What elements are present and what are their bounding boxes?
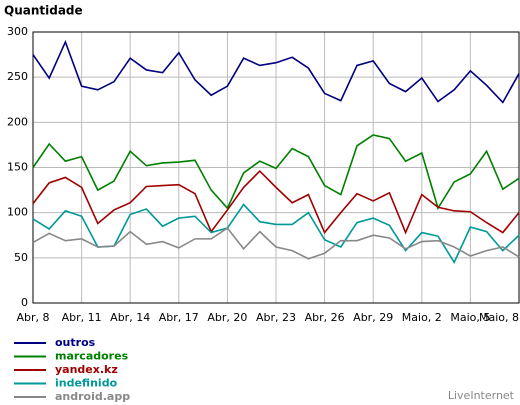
legend-label: outros (55, 336, 96, 349)
x-tick-label: Abr, 11 (62, 311, 102, 324)
legend-label: android.app (55, 390, 130, 403)
watermark: LiveInternet (448, 389, 515, 402)
y-tick-label: 250 (7, 70, 28, 83)
legend-label: indefinido (55, 377, 118, 390)
x-tick-label: Abr, 8 (16, 311, 49, 324)
y-tick-label: 100 (7, 206, 28, 219)
y-tick-label: 50 (14, 251, 28, 264)
x-tick-label: Maio, 5 (450, 311, 490, 324)
x-tick-label: Abr, 29 (353, 311, 393, 324)
series-line (32, 134, 520, 211)
x-tick-label: Maio, 8 (479, 311, 519, 324)
y-tick-label: 150 (7, 161, 28, 174)
x-tick-label: Maio, 2 (402, 311, 442, 324)
x-tick-label: Abr, 20 (207, 311, 247, 324)
legend-label: marcadores (55, 350, 129, 363)
series-line (32, 226, 520, 260)
y-tick-label: 0 (21, 296, 28, 309)
legend-label: yandex.kz (55, 363, 118, 376)
y-tick-label: 200 (7, 115, 28, 128)
x-tick-label: Abr, 26 (305, 311, 345, 324)
y-tick-label: 300 (7, 25, 28, 38)
series-line (32, 39, 520, 104)
x-tick-label: Abr, 23 (256, 311, 296, 324)
x-tick-label: Abr, 17 (159, 311, 199, 324)
series-line (32, 169, 520, 235)
x-tick-label: Abr, 14 (110, 311, 150, 324)
chart-title: Quantidade (4, 4, 83, 18)
